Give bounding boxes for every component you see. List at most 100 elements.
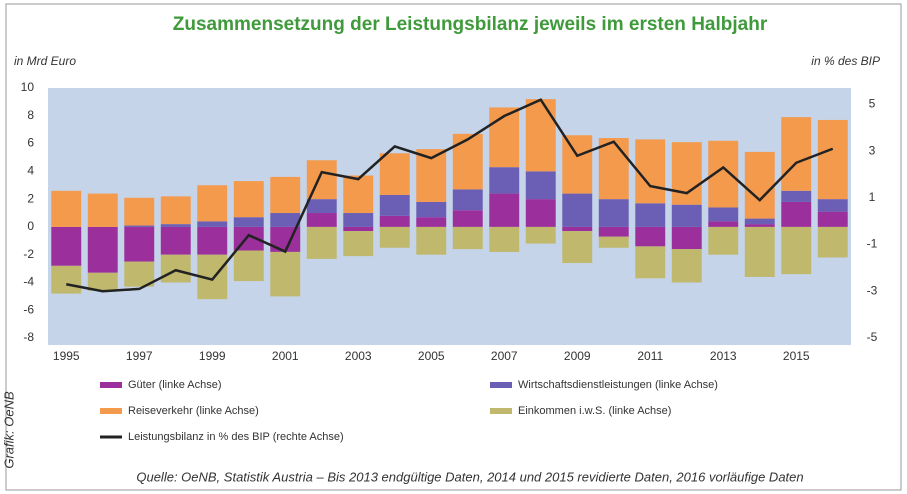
bar-segment [124,225,155,227]
y2-tick-label: -3 [867,283,878,297]
x-tick-label: 2001 [272,349,299,363]
bar-segment [87,226,118,273]
bar-segment [160,224,191,227]
bar-segment [379,194,410,216]
legend-label: Reiseverkehr (linke Achse) [128,405,259,417]
bar-segment [744,224,775,227]
bar-segment [124,197,155,226]
bar-segment [379,153,410,195]
chart-title: Zusammensetzung der Leistungsbilanz jewe… [173,14,768,35]
legend-swatch [100,382,122,388]
x-tick-label: 2013 [710,349,737,363]
y2-tick-label: -1 [867,237,878,251]
y-axis-title: in Mrd Euro [14,54,76,68]
bar-segment [598,138,629,200]
bar-segment [708,207,739,222]
y-tick-label: -2 [23,247,34,261]
bar-segment [160,226,191,255]
bar-segment [233,181,264,218]
bar-segment [87,193,118,227]
bar-segment [817,226,848,258]
line-series [66,98,834,293]
bar-segment [598,226,629,237]
x-tick-label: 1995 [53,349,80,363]
y2-tick-label: -5 [867,330,878,344]
bar-segment [708,221,739,227]
bar-segment [744,218,775,225]
bar-segment [343,231,374,257]
bar-segment [635,226,666,247]
bar-segment [489,226,520,252]
y-tick-label: 10 [21,80,35,94]
bar-segment [489,193,520,227]
bar-segment [671,249,702,283]
bar-segment [306,213,337,227]
bar-segment [635,139,666,204]
bar-segment [233,217,264,227]
credit: Grafik: OeNB [1,391,16,469]
bar-segment [197,185,228,222]
bar-segment [343,175,374,214]
bar-segment [562,226,593,232]
y-tick-label: 2 [27,191,34,205]
bar-segment [197,226,228,255]
bar-segment [416,201,447,218]
bar-segment [51,226,82,266]
bar-segment [270,176,301,214]
bar-segment [817,119,848,200]
y2-axis-title: in % des BIP [811,54,880,68]
bar-segment [525,226,556,244]
bar-segment [379,215,410,227]
bar-segment [525,171,556,200]
bar-segment [452,210,483,227]
legend-label: Wirtschaftsdienstleistungen (linke Achse… [518,379,718,391]
bar-segment [817,199,848,212]
y-tick-label: -6 [23,302,34,316]
legend-label: Einkommen i.w.S. (linke Achse) [518,405,671,417]
y2-tick-label: 1 [869,190,876,204]
legend-label: Leistungsbilanz in % des BIP (rechte Ach… [128,431,344,443]
x-tick-label: 1999 [199,349,226,363]
y-tick-label: -8 [23,330,34,344]
bar-segment [598,236,629,248]
x-tick-label: 2009 [564,349,591,363]
bar-segment [270,251,301,297]
bar-segment [635,203,666,227]
bar-segment [598,199,629,227]
bar-segment [343,226,374,232]
bar-segment [270,213,301,227]
bar-segment [781,201,812,227]
bar-segment [160,196,191,225]
legend-swatch [100,408,122,414]
bar-segment [671,226,702,250]
y-tick-label: -4 [23,275,34,289]
bar-segment [489,167,520,194]
bar-segment [744,151,775,219]
y-tick-label: 4 [27,164,34,178]
bar-segment [51,265,82,294]
bar-segment [671,204,702,227]
x-tick-label: 2005 [418,349,445,363]
bar-segment [635,246,666,279]
bar-segment [197,221,228,227]
bar-segment [525,199,556,227]
legend-label: Güter (linke Achse) [128,379,222,391]
bar-segment [379,226,410,248]
y-tick-label: 6 [27,136,34,150]
bar-segment [124,226,155,262]
x-tick-label: 2015 [783,349,810,363]
x-tick-label: 1997 [126,349,153,363]
bar-segment [416,226,447,255]
bar-segment [306,199,337,214]
y2-tick-label: 3 [869,143,876,157]
legend-swatch [490,408,512,414]
bar-segment [452,133,483,190]
bar-segment [343,213,374,227]
source: Quelle: OeNB, Statistik Austria – Bis 20… [136,469,803,484]
x-tick-label: 2003 [345,349,372,363]
bar-segment [562,135,593,194]
bar-segment [562,193,593,227]
x-tick-label: 2011 [637,349,663,363]
bar-segment [781,190,812,202]
